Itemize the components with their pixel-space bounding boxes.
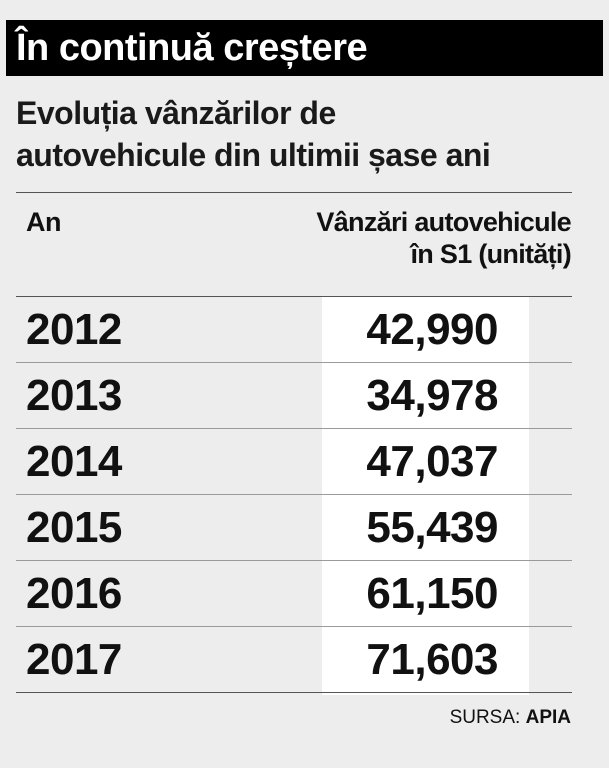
row-value: 55,439 bbox=[366, 503, 498, 552]
table-row: 2017 71,603 bbox=[16, 627, 572, 693]
row-year: 2015 bbox=[26, 503, 122, 552]
row-value: 47,037 bbox=[366, 437, 498, 486]
column-header-sales: Vânzări autovehicule în S1 (unități) bbox=[316, 206, 571, 270]
row-year: 2016 bbox=[26, 569, 122, 618]
source-label: SURSA: bbox=[449, 707, 521, 728]
subtitle-line-2: autovehicule din ultimii șase ani bbox=[16, 137, 491, 173]
subtitle-line-1: Evoluția vânzărilor de bbox=[16, 95, 336, 131]
row-year: 2014 bbox=[26, 437, 122, 486]
table-body: 2012 42,990 2013 34,978 2014 47,037 2015 55,439… bbox=[16, 297, 572, 693]
value-column-background bbox=[322, 297, 529, 695]
table-row: 2012 42,990 bbox=[16, 297, 572, 363]
source-credit: SURSA: APIA bbox=[450, 706, 571, 730]
header-divider bbox=[16, 296, 572, 297]
chart-title: În continuă creștere bbox=[6, 20, 603, 76]
row-year: 2013 bbox=[26, 371, 122, 420]
column-header-sales-line-1: Vânzări autovehicule bbox=[316, 207, 571, 237]
row-value: 34,978 bbox=[366, 371, 498, 420]
row-value: 61,150 bbox=[366, 569, 498, 618]
row-value: 42,990 bbox=[366, 305, 498, 354]
row-year: 2012 bbox=[26, 305, 122, 354]
table-row: 2013 34,978 bbox=[16, 363, 572, 429]
source-name: APIA bbox=[525, 707, 571, 728]
chart-subtitle: Evoluția vânzărilor de autovehicule din … bbox=[16, 92, 588, 176]
table-row: 2016 61,150 bbox=[16, 561, 572, 627]
table-row: 2014 47,037 bbox=[16, 429, 572, 495]
row-year: 2017 bbox=[26, 635, 122, 684]
row-value: 71,603 bbox=[366, 635, 498, 684]
column-header-sales-line-2: în S1 (unități) bbox=[410, 239, 572, 269]
column-header-year: An bbox=[26, 207, 62, 237]
top-divider bbox=[16, 192, 572, 193]
table-row: 2015 55,439 bbox=[16, 495, 572, 561]
